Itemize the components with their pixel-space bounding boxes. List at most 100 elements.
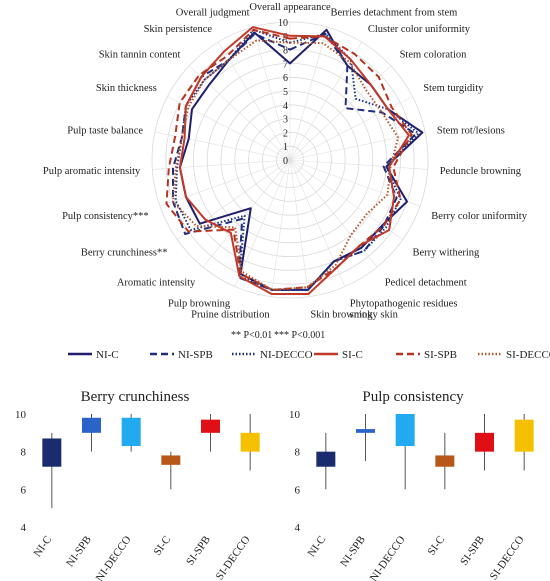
chart-title: Berry crunchiness xyxy=(81,389,190,405)
radar-axis-label: Pruine distribution xyxy=(191,310,270,321)
x-tick-label: NI-DECCO xyxy=(94,534,134,581)
legend-label: SI-C xyxy=(342,349,363,361)
grid-spoke xyxy=(289,41,362,161)
grid-spoke xyxy=(289,159,378,268)
y-tick-label: 10 xyxy=(289,409,301,421)
radar-axis-label: Stem rot/lesions xyxy=(437,126,505,137)
legend-item: NI-C xyxy=(68,349,119,361)
grid-spoke xyxy=(289,131,426,161)
x-tick-label: NI-SPB xyxy=(64,534,94,569)
grid-spoke xyxy=(289,27,328,161)
grid-spoke xyxy=(289,159,310,297)
legend: NI-C NI-SPB NI-DECCO SI-C SI-SPB SI-DECCO xyxy=(68,349,550,361)
radar-axis-label: Pulp taste balance xyxy=(67,126,143,137)
radar-series-line xyxy=(174,28,420,291)
legend-item: SI-DECCO xyxy=(478,349,550,361)
radar-axis-label: Phytopathogenic residues smoky skin xyxy=(350,299,458,321)
y-tick-label: 8 xyxy=(21,447,27,459)
radar-axis-label: Berry withering xyxy=(413,248,481,259)
radar-tick-label: 5 xyxy=(283,87,288,98)
x-tick-label: NI-DECCO xyxy=(368,534,408,581)
box-rect xyxy=(161,455,181,465)
grid-spoke xyxy=(202,159,291,268)
box-chart-pulp-consistency: Pulp consistency 4 6 8 10 NI-C NI-SPB NI-DECCO… xyxy=(289,389,534,581)
grid-spoke xyxy=(152,159,291,170)
legend-label: NI-C xyxy=(96,349,119,361)
box-rect xyxy=(240,432,260,452)
x-tick-label: SI-SPB xyxy=(184,534,213,568)
legend-label: NI-SPB xyxy=(178,349,213,361)
y-tick-label: 6 xyxy=(21,484,27,496)
radar-axis-label: Stem coloration xyxy=(400,50,468,61)
grid-spoke xyxy=(289,159,403,240)
box-rect xyxy=(82,417,101,433)
box-rect xyxy=(395,414,415,447)
box-rect xyxy=(316,451,336,467)
legend-label: SI-DECCO xyxy=(506,349,550,361)
legend-label: NI-DECCO xyxy=(260,349,313,361)
radar-axis-label: Pulp browning xyxy=(168,299,231,310)
radar-series-line xyxy=(178,26,410,295)
legend-label: SI-SPB xyxy=(424,349,457,361)
annotation-p001: ** P<0.01 xyxy=(231,330,272,341)
y-tick-label: 8 xyxy=(295,447,301,459)
grid-spoke xyxy=(188,65,291,161)
grid-spoke xyxy=(159,159,291,207)
grid-spoke xyxy=(154,131,291,161)
radar-axis-label: Aromatic intensity xyxy=(117,277,196,288)
radar-axis-label: Berry crunchiness** xyxy=(81,248,168,259)
radar-axis-label: Overall appearance xyxy=(249,2,331,13)
radar-tick-label: 2 xyxy=(283,128,288,139)
radar-tick-label: 10 xyxy=(278,18,288,29)
y-tick-label: 4 xyxy=(295,522,301,534)
x-tick-label: NI-C xyxy=(31,534,54,559)
radar-axis-label: Skin thickness xyxy=(96,83,157,94)
y-tick-label: 6 xyxy=(295,484,301,496)
grid-spoke xyxy=(289,159,428,170)
radar-axis-label: Skin persistence xyxy=(144,24,213,35)
box-rect xyxy=(42,438,62,467)
legend-item: NI-SPB xyxy=(150,349,213,361)
box-rect xyxy=(121,417,141,447)
radar-axis-label: Stem turgidity xyxy=(423,83,484,94)
x-tick-label: NI-SPB xyxy=(338,534,368,569)
chart-title: Pulp consistency xyxy=(362,389,464,405)
radar-tick-label: 7 xyxy=(283,59,288,70)
grid-spoke xyxy=(218,41,291,161)
radar-axis-label: Pulp aromatic intensity xyxy=(43,166,141,177)
radar-axis-label: Berries detachment from stem xyxy=(331,8,458,19)
box-rect xyxy=(435,455,455,467)
radar-series-line xyxy=(165,28,413,291)
grid-spoke xyxy=(177,159,291,240)
legend-item: SI-SPB xyxy=(396,349,457,361)
radar-axis-label: Pulp consistency*** xyxy=(62,211,149,222)
box-rect xyxy=(356,429,375,433)
x-tick-label: SI-SPB xyxy=(458,534,487,568)
x-tick-label: SI-C xyxy=(426,534,448,558)
grid-spoke xyxy=(234,159,291,287)
radar-tick-label: 0 xyxy=(283,156,288,167)
legend-item: SI-C xyxy=(314,349,363,361)
radar-tick-label: 4 xyxy=(283,101,288,112)
x-tick-label: SI-DECCO xyxy=(214,534,253,581)
radar-tick-label: 8 xyxy=(283,46,288,57)
y-tick-label: 4 xyxy=(21,522,27,534)
radar-axis-label: Cluster color uniformity xyxy=(368,24,471,35)
grid-spoke xyxy=(289,159,421,207)
significance-note: ** P<0.01 *** P<0.001 xyxy=(231,330,325,341)
x-tick-label: NI-C xyxy=(305,534,328,559)
box-rect xyxy=(201,419,220,433)
box-rect xyxy=(475,432,494,452)
x-tick-label: SI-DECCO xyxy=(488,534,527,581)
radar-tick-label: 3 xyxy=(283,115,288,126)
radar-axis-label: Overall judgment xyxy=(176,8,250,19)
legend-item: NI-DECCO xyxy=(232,349,313,361)
radar-axis-label: Peduncle browning xyxy=(440,166,522,177)
radar-tick-label: 1 xyxy=(283,142,288,153)
grid-spoke xyxy=(270,159,291,297)
radar-series xyxy=(165,26,424,295)
radar-axis-label: Pedicel detachment xyxy=(385,277,467,288)
